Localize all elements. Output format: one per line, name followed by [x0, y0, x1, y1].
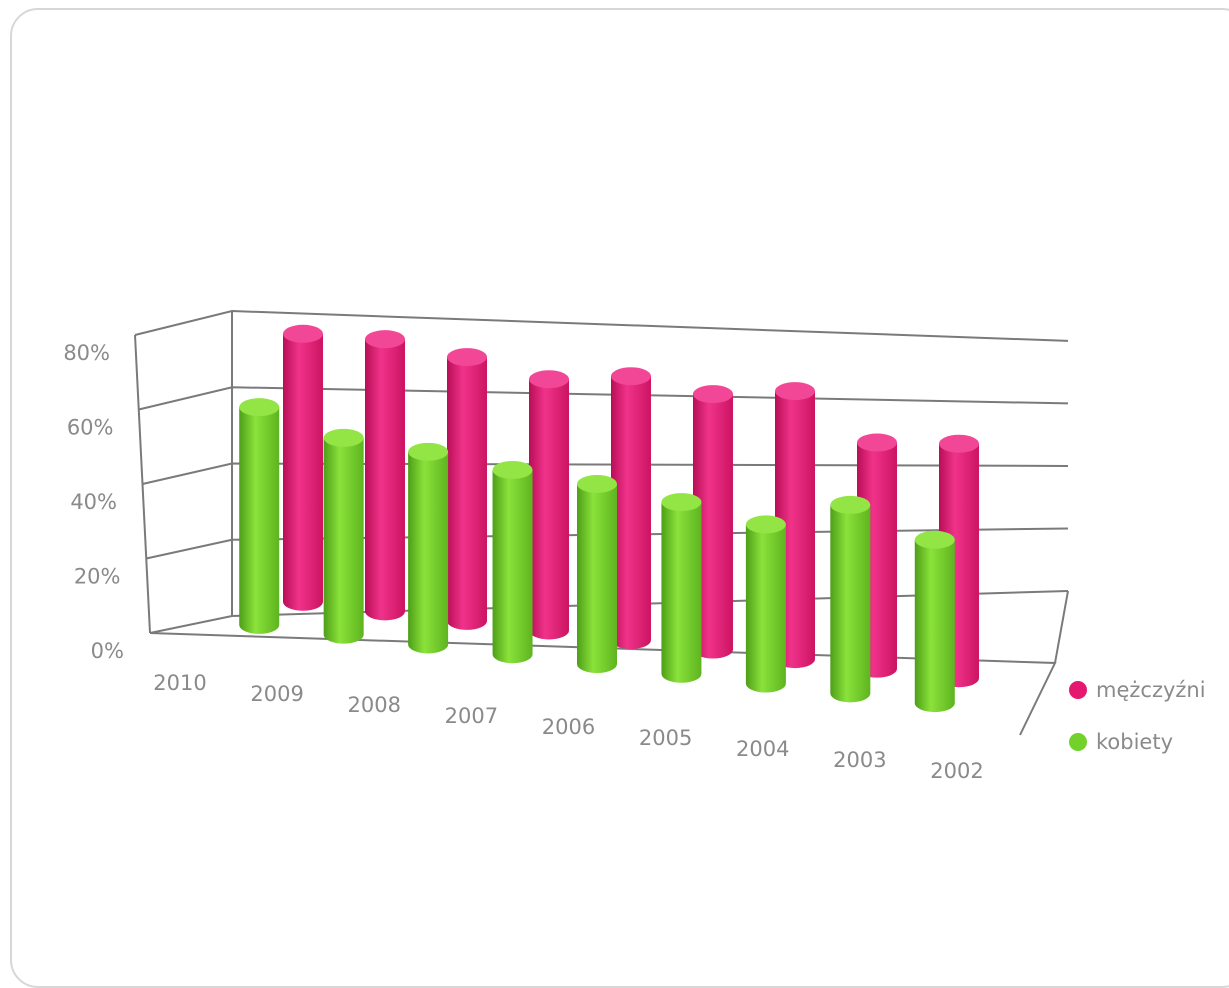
bar-green-2007-top	[492, 460, 533, 479]
legend-label: kobiety	[1096, 730, 1173, 754]
bar-green-2004	[745, 515, 786, 693]
bar-pink-2010-body	[283, 333, 323, 611]
y-tick-label: 80%	[63, 341, 110, 365]
y-tick-label: 40%	[70, 490, 117, 514]
bar-green-2010-top	[239, 398, 280, 417]
y-tick-label: 20%	[74, 565, 121, 589]
bar-pink-2005-body	[693, 394, 733, 659]
bar-green-2010	[239, 398, 280, 634]
bar-pink-2005	[693, 385, 733, 659]
bar-green-2006-top	[577, 474, 617, 493]
x-tick-label: 2007	[445, 704, 498, 728]
x-tick-label: 2009	[250, 682, 303, 706]
y-axis-ticks: 0% 20% 40% 60% 80%	[63, 341, 124, 663]
bar-green-2009	[323, 428, 364, 644]
x-tick-label: 2006	[542, 715, 595, 739]
bar-pink-2006	[611, 367, 651, 649]
bar-pink-2007-body	[529, 379, 569, 640]
bar-pink-2009-top	[365, 330, 405, 349]
x-tick-label: 2008	[348, 693, 401, 717]
x-tick-label: 2005	[639, 726, 692, 750]
bar-green-2002-top	[914, 530, 955, 549]
bar-pink-2008-top	[447, 348, 487, 367]
bar-green-2005-top	[661, 493, 702, 512]
bar-green-2004-body	[745, 524, 786, 693]
bar-green-2008	[408, 442, 449, 654]
bar-pink-2008-body	[447, 357, 487, 630]
bar-pink-2002-top	[939, 434, 979, 453]
y-tick-label: 0%	[91, 639, 124, 663]
bar-pink-2003-top	[857, 433, 897, 452]
bar-green-2005-body	[661, 502, 702, 683]
bar-green-2002-body	[914, 539, 955, 713]
bar-green-2003-body	[830, 504, 871, 703]
bar-green-2006	[577, 474, 617, 673]
bar-green-2006-body	[577, 483, 617, 673]
bar-pink-2006-body	[611, 376, 651, 649]
bar-green-2008-body	[408, 451, 449, 654]
legend-marker	[1069, 681, 1087, 699]
bar-green-2005	[661, 493, 702, 683]
bar-green-2009-top	[323, 428, 364, 447]
x-tick-label: 2004	[736, 737, 789, 761]
bar-green-2002	[914, 530, 955, 713]
bar-pink-2010-top	[283, 324, 323, 343]
gridline	[134, 309, 1069, 342]
floor-right-edge	[1054, 590, 1069, 664]
bar-green-2007	[492, 460, 533, 664]
bar-green-2009-body	[323, 437, 364, 644]
legend-marker	[1069, 733, 1087, 751]
x-tick-label: 2003	[833, 748, 886, 772]
bar-pink-2008	[447, 348, 487, 630]
bar-pink-2007-top	[529, 370, 569, 389]
bar-pink-2010	[283, 324, 323, 611]
bar-pink-2009	[365, 330, 405, 621]
legend-label: mężczyźni	[1096, 678, 1206, 702]
bar-pink-2005-top	[693, 385, 733, 404]
bar-green-2004-top	[745, 515, 786, 534]
bar-pink-2009-body	[365, 339, 405, 621]
bar-pink-2007	[529, 370, 569, 640]
bar-pink-2006-top	[611, 367, 651, 386]
x-tick-label: 2002	[930, 759, 983, 783]
x-tick-label: 2010	[153, 671, 206, 695]
bar-green-2008-top	[408, 442, 449, 461]
x-axis-ticks: 2010 2009 2008 2007 2006 2005 2004 2003 2002	[153, 671, 983, 783]
bar-pink-2004-top	[775, 382, 815, 401]
bar-green-2010-body	[239, 407, 280, 634]
bar-green-2003	[830, 495, 871, 703]
bar-green-2007-body	[492, 469, 533, 664]
legend: mężczyźni kobiety	[1069, 678, 1206, 754]
y-tick-label: 60%	[67, 416, 114, 440]
chart-bars	[239, 324, 979, 713]
bar-green-2003-top	[830, 495, 871, 514]
